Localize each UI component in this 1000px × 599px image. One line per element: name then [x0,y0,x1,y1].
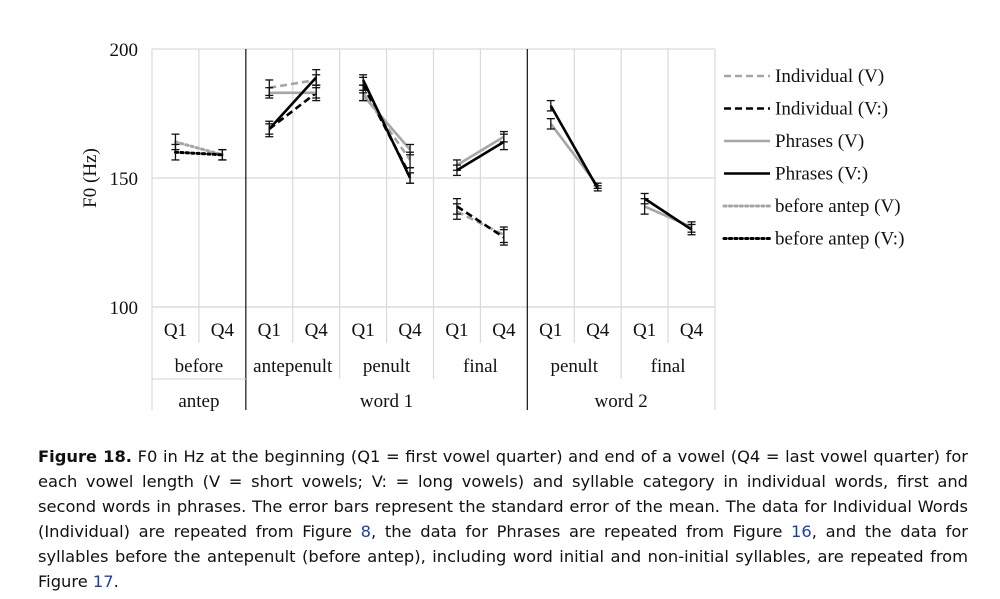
x-tick-label: Q1 [258,320,281,341]
x-tick-label: Q4 [680,320,704,341]
series-4 [265,68,696,236]
series-lines [171,68,696,246]
caption-text-3: , and the data for syllables before the … [38,522,968,591]
group-label: word 1 [360,391,413,412]
series-line-segment [549,105,599,189]
figure-caption: Figure 18. F0 in Hz at the beginning (Q1… [38,444,968,594]
series-line-segment [361,79,412,179]
series-line-segment [173,140,224,157]
legend-label: Individual (V:) [775,99,888,120]
y-tick-label: 150 [110,169,139,190]
y-tick-label: 100 [110,298,139,319]
x-tick-label: Q1 [352,320,375,341]
syllable-label: final [463,356,498,377]
x-tick-label: Q4 [586,320,610,341]
x-tick-label: Q4 [211,320,235,341]
series-line-segment [268,76,318,130]
syllable-label: penult [363,356,411,377]
legend-label: before antep (V:) [775,229,904,250]
caption-text-1: F0 in Hz at the beginning (Q1 = first vo… [38,447,968,541]
x-tick-label: Q1 [633,320,656,341]
legend-label: Phrases (V) [775,131,864,152]
legend: Individual (V) Individual (V:) Phrases (V)… [722,66,904,250]
series-line-segment [456,135,505,167]
series-line-segment [362,94,412,151]
series-line-segment [456,205,505,239]
series-line-segment [269,78,317,89]
x-tick-label: Q4 [398,320,422,341]
group-label: word 2 [595,391,648,412]
caption-label: Figure 18. [38,447,132,466]
x-tick-label: Q1 [445,320,468,341]
caption-text-2: , the data for Phrases are repeated from… [371,522,783,541]
series-line-segment [643,197,693,231]
series-6 [171,143,227,161]
y-tick-label: 200 [110,40,139,61]
gridlines [152,48,715,379]
legend-label: before antep (V) [775,196,901,217]
axes: 100 150 200 Q1 Q4 Q1 Q4 Q1 Q4 Q1 Q4 Q1 Q4 Q1 Q4 before a… [80,40,716,412]
series-line-segment [173,150,224,157]
legend-label: Phrases (V:) [775,164,868,185]
x-tick-label: Q4 [305,320,329,341]
f0-line-chart: 100 150 200 Q1 Q4 Q1 Q4 Q1 Q4 Q1 Q4 Q1 Q4 Q1 Q4 before a… [80,40,904,412]
series-line-segment [456,140,505,172]
syllable-label: before [175,356,224,377]
series-line-segment [268,91,318,131]
group-label: antep [178,391,219,412]
x-tick-label: Q1 [539,320,562,341]
figure-ref-8-link[interactable]: 8 [360,522,372,541]
y-axis-label: F0 (Hz) [80,148,101,208]
syllable-label: penult [551,356,599,377]
legend-label: Individual (V) [775,66,884,87]
syllable-label: antepenult [253,356,333,377]
caption-text-4: . [113,572,119,591]
figure-ref-17-link[interactable]: 17 [92,572,114,591]
figure-ref-16-link[interactable]: 16 [791,522,812,541]
syllable-label: final [651,356,686,377]
x-tick-label: Q1 [164,320,187,341]
x-tick-label: Q4 [492,320,516,341]
